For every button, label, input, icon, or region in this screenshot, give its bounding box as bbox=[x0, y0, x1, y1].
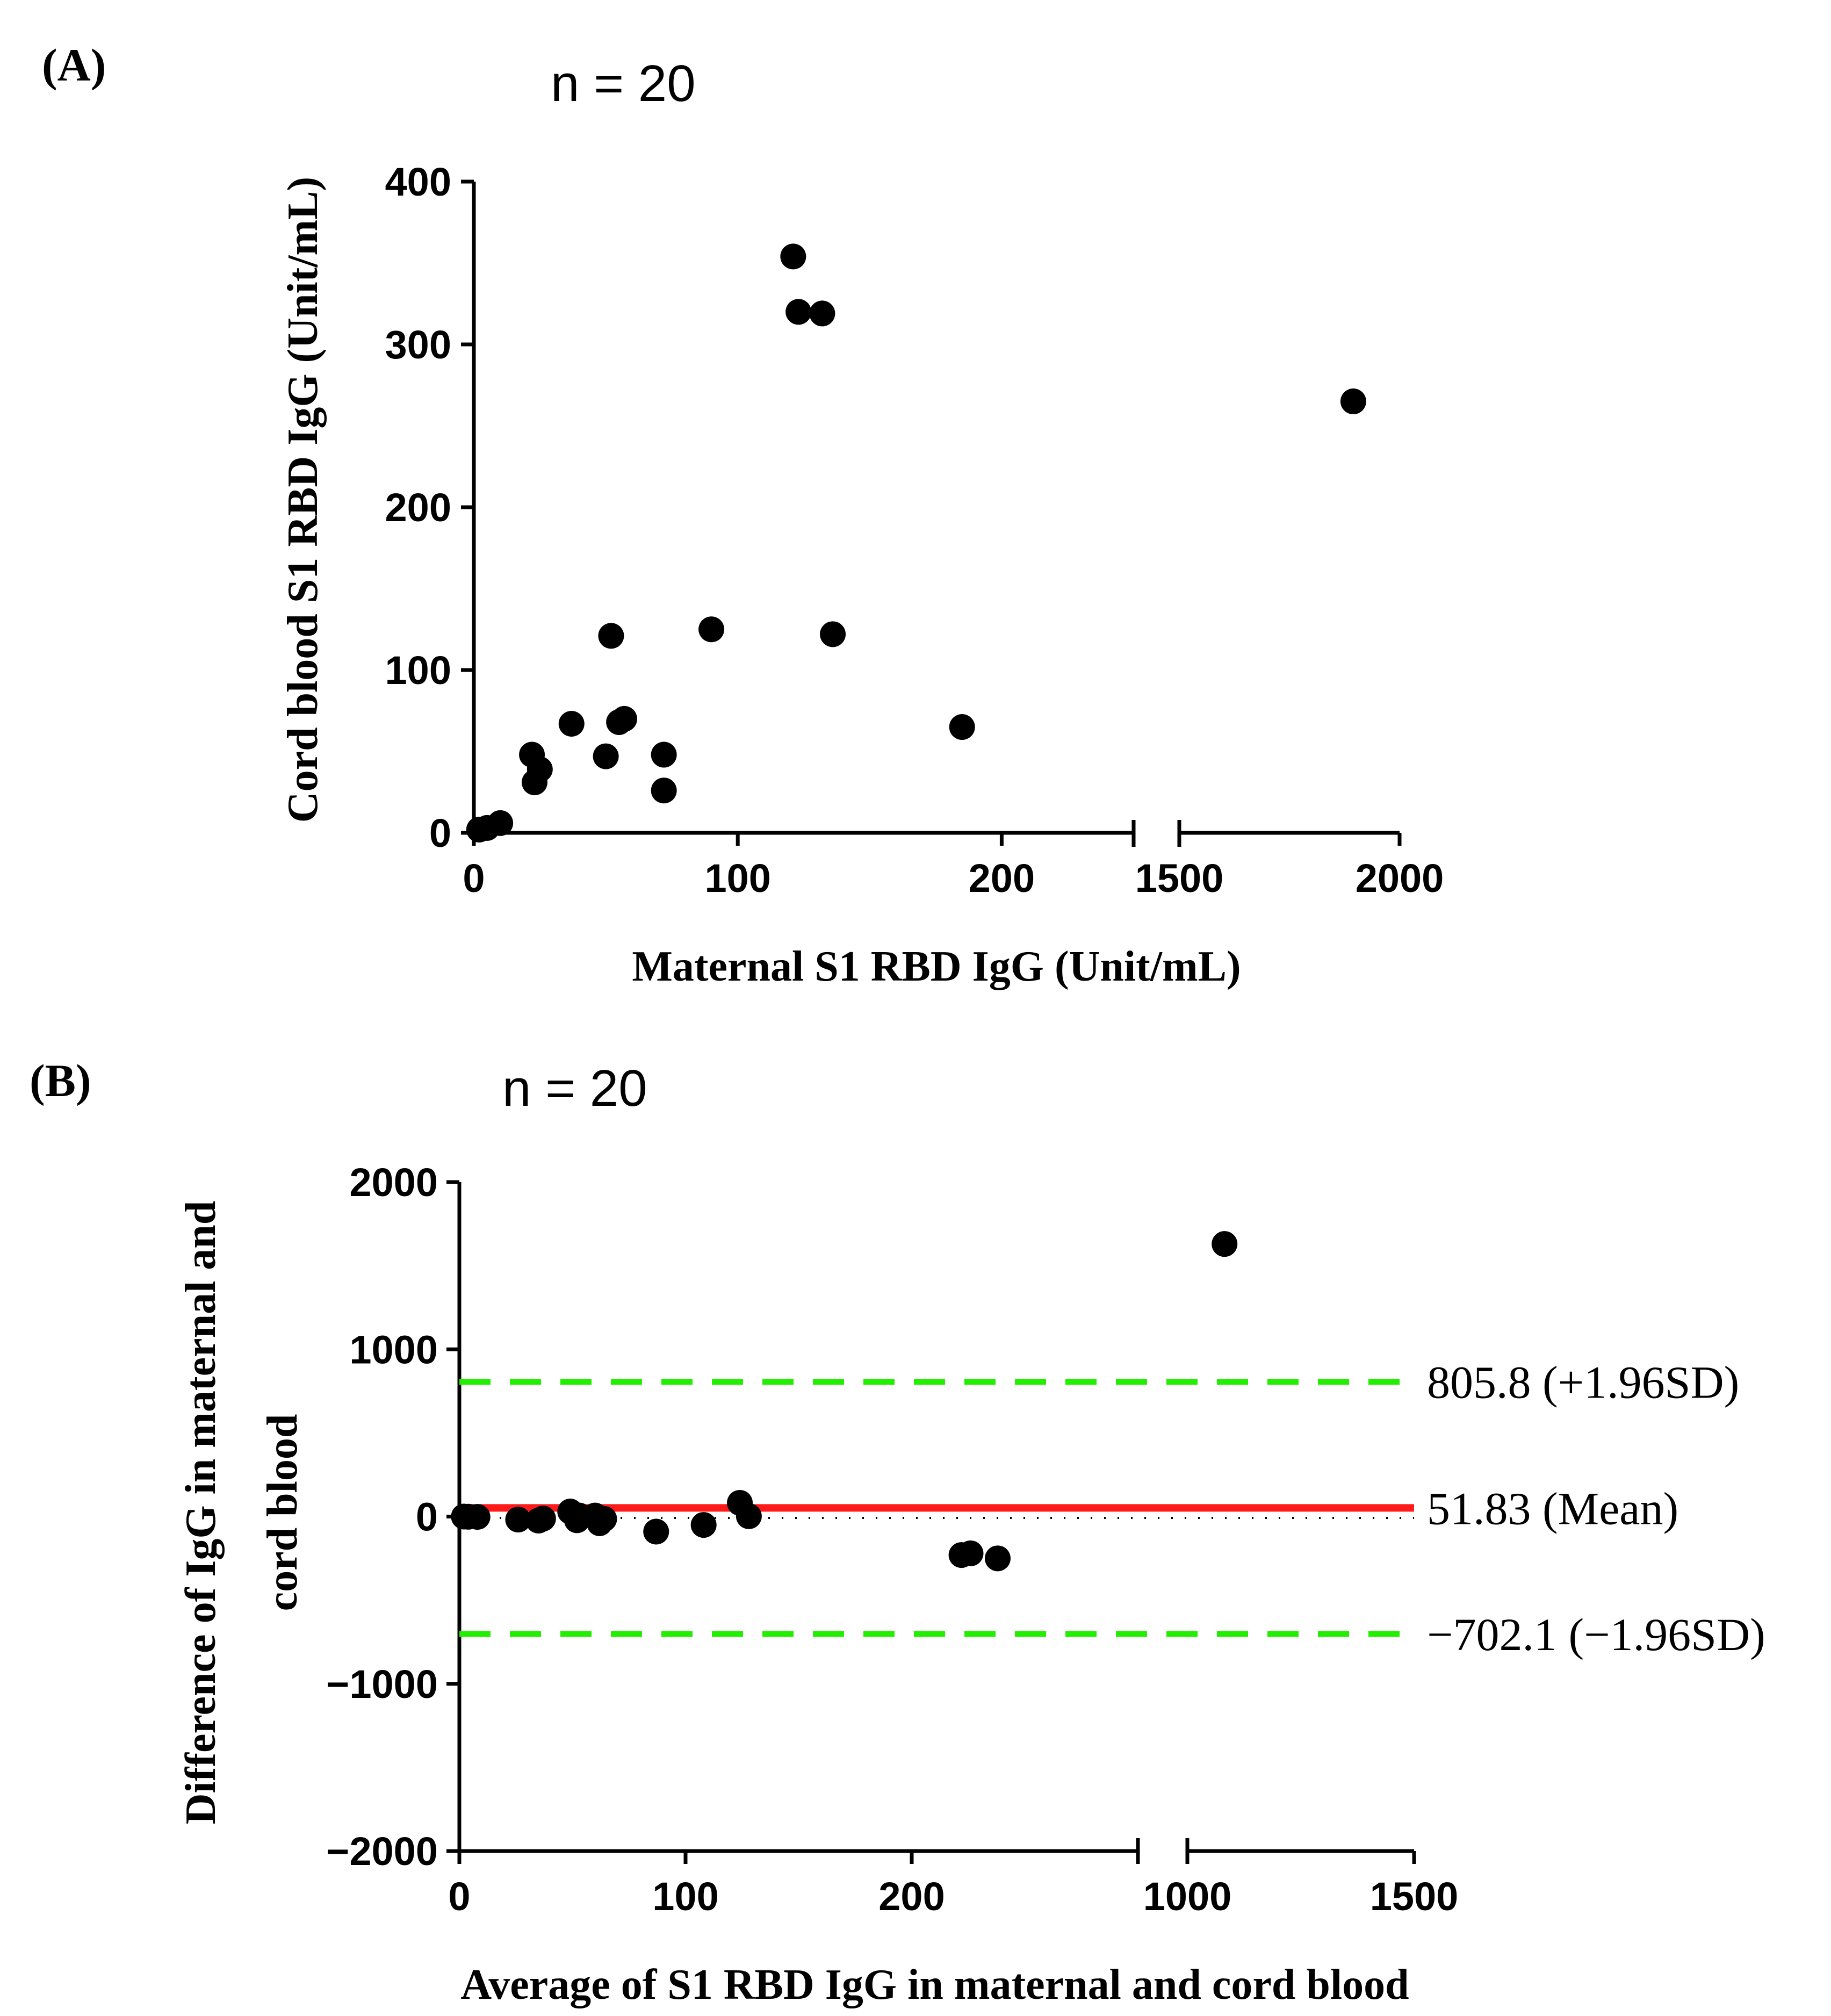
panel-b-y-tick-label: 2000 bbox=[349, 1160, 438, 1205]
panel-b-data-point bbox=[957, 1540, 984, 1566]
panel-a-y-tick-label: 0 bbox=[429, 811, 451, 855]
panel-b-y-axis-title-line-2: cord blood bbox=[259, 1414, 306, 1611]
panel-b-data-point bbox=[530, 1506, 556, 1532]
panel-a-y-axis: 0 100 200 300 400 bbox=[385, 160, 476, 855]
panel-b-label: (B) bbox=[30, 1055, 91, 1106]
panel-a-points bbox=[466, 243, 1366, 843]
panel-a-data-point bbox=[558, 710, 585, 737]
panel-b-data-point bbox=[591, 1506, 617, 1532]
panel-b-y-tick-label: −1000 bbox=[326, 1662, 438, 1707]
panel-b-data-point bbox=[643, 1518, 669, 1545]
panel-a-data-point bbox=[809, 300, 835, 327]
panel-b-points bbox=[451, 1231, 1238, 1572]
panel-b-y-axis: −2000 −1000 0 1000 2000 bbox=[326, 1160, 462, 1874]
panel-a: (A) n = 20 0 100 200 300 400 0 100 200 1500 2000… bbox=[42, 39, 1444, 990]
panel-a-data-point bbox=[593, 743, 619, 769]
panel-a-data-point bbox=[487, 810, 514, 836]
panel-a-y-tick-label: 300 bbox=[385, 322, 451, 367]
panel-b-data-point bbox=[1212, 1231, 1238, 1257]
panel-b-ref-line-label: 805.8 (+1.96SD) bbox=[1427, 1357, 1739, 1408]
panel-a-data-point bbox=[785, 299, 812, 325]
panel-b-y-axis-title-line-1: Difference of IgG in maternal and bbox=[177, 1201, 225, 1825]
panel-b-reference-lines: 805.8 (+1.96SD) 51.83 (Mean) −702.1 (−1.96… bbox=[459, 1357, 1765, 1660]
panel-a-y-tick-label: 400 bbox=[385, 160, 451, 204]
panel-b-data-point bbox=[984, 1545, 1011, 1572]
panel-a-data-point bbox=[598, 623, 624, 649]
panel-b-data-point bbox=[736, 1503, 762, 1529]
panel-b-n-label: n = 20 bbox=[502, 1060, 647, 1117]
panel-a-y-tick-label: 100 bbox=[385, 648, 451, 693]
panel-b-data-point bbox=[505, 1507, 531, 1533]
panel-a-data-point bbox=[651, 777, 677, 804]
panel-a-data-point bbox=[611, 705, 637, 732]
panel-a-data-point bbox=[1340, 388, 1366, 415]
panel-a-x-axis-title: Maternal S1 RBD IgG (Unit/mL) bbox=[632, 943, 1241, 990]
panel-b-x-tick-label: 100 bbox=[652, 1874, 718, 1919]
panel-a-x-tick-label: 2000 bbox=[1356, 856, 1444, 901]
panel-b-x-tick-label: 1500 bbox=[1370, 1874, 1459, 1919]
panel-b-y-tick-label: −2000 bbox=[326, 1829, 438, 1874]
panel-a-n-label: n = 20 bbox=[551, 55, 696, 112]
panel-a-x-tick-label: 0 bbox=[463, 856, 485, 901]
panel-a-y-tick-label: 200 bbox=[385, 485, 451, 530]
panel-b: (B) n = 20 −2000 −1000 0 1000 2000 0 100 200 10… bbox=[30, 1055, 1765, 2008]
panel-a-data-point bbox=[780, 243, 806, 270]
panel-a-data-point bbox=[949, 714, 975, 740]
panel-b-data-point bbox=[690, 1512, 717, 1538]
panel-a-data-point bbox=[527, 756, 553, 782]
panel-a-x-tick-label: 200 bbox=[969, 856, 1035, 901]
panel-b-x-tick-label: 1000 bbox=[1143, 1874, 1232, 1919]
panel-a-y-axis-title: Cord blood S1 RBD IgG (Unit/mL) bbox=[279, 177, 327, 823]
panel-b-x-tick-label: 200 bbox=[878, 1874, 945, 1919]
panel-b-ref-line-label: 51.83 (Mean) bbox=[1427, 1482, 1678, 1534]
panel-a-data-point bbox=[820, 621, 846, 647]
panel-b-ref-line-label: −702.1 (−1.96SD) bbox=[1427, 1609, 1765, 1660]
panel-b-data-point bbox=[464, 1504, 491, 1530]
panel-b-x-axis-title: Average of S1 RBD IgG in maternal and co… bbox=[460, 1961, 1409, 2008]
panel-b-x-tick-label: 0 bbox=[448, 1874, 470, 1919]
panel-b-x-axis: 0 100 200 1000 1500 bbox=[448, 1838, 1458, 1919]
panel-b-y-tick-label: 0 bbox=[416, 1495, 438, 1539]
panel-b-y-tick-label: 1000 bbox=[349, 1327, 438, 1372]
panel-a-data-point bbox=[651, 741, 677, 768]
panel-a-data-point bbox=[698, 616, 725, 643]
panel-a-x-axis: 0 100 200 1500 2000 bbox=[463, 820, 1444, 901]
panel-a-label: (A) bbox=[42, 39, 106, 91]
panel-a-x-tick-label: 100 bbox=[704, 856, 770, 901]
panel-a-x-tick-label: 1500 bbox=[1135, 856, 1224, 901]
